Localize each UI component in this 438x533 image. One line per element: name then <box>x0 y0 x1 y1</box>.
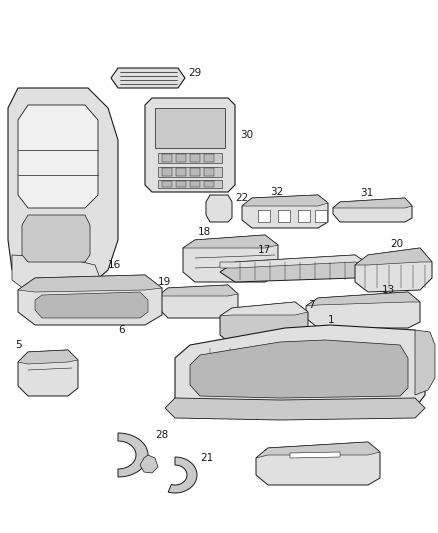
Text: 29: 29 <box>188 68 201 78</box>
Polygon shape <box>220 255 370 268</box>
Text: 31: 31 <box>360 188 373 198</box>
Polygon shape <box>165 398 425 420</box>
Circle shape <box>342 458 354 470</box>
Polygon shape <box>306 292 420 328</box>
Text: 6: 6 <box>118 325 125 335</box>
Polygon shape <box>18 275 162 325</box>
Polygon shape <box>140 455 158 473</box>
Polygon shape <box>242 195 328 228</box>
Circle shape <box>304 460 316 472</box>
Polygon shape <box>18 105 98 208</box>
Polygon shape <box>175 325 425 412</box>
Polygon shape <box>8 88 118 295</box>
Polygon shape <box>190 340 408 398</box>
Polygon shape <box>315 210 327 222</box>
Text: 30: 30 <box>240 130 253 140</box>
Circle shape <box>170 120 186 136</box>
Polygon shape <box>298 210 310 222</box>
Text: 28: 28 <box>155 430 168 440</box>
Polygon shape <box>278 210 290 222</box>
Polygon shape <box>333 198 412 222</box>
Circle shape <box>197 120 213 136</box>
Text: 17: 17 <box>258 245 271 255</box>
Polygon shape <box>190 154 200 162</box>
Polygon shape <box>220 302 308 316</box>
Circle shape <box>214 204 224 214</box>
Polygon shape <box>204 154 214 162</box>
Text: 1: 1 <box>328 315 335 325</box>
Polygon shape <box>306 292 420 306</box>
Polygon shape <box>111 68 185 88</box>
Text: 13: 13 <box>382 285 395 295</box>
Polygon shape <box>355 248 432 265</box>
Polygon shape <box>12 255 100 298</box>
Polygon shape <box>168 457 197 493</box>
Polygon shape <box>145 98 235 192</box>
Polygon shape <box>190 181 200 187</box>
Circle shape <box>343 306 353 318</box>
Polygon shape <box>158 167 222 177</box>
Polygon shape <box>190 168 200 176</box>
Circle shape <box>191 114 219 142</box>
Polygon shape <box>35 292 148 318</box>
Polygon shape <box>206 195 232 222</box>
Polygon shape <box>256 442 380 485</box>
Polygon shape <box>176 168 186 176</box>
Polygon shape <box>415 330 435 395</box>
Polygon shape <box>204 181 214 187</box>
Circle shape <box>272 461 284 473</box>
Polygon shape <box>162 154 172 162</box>
Polygon shape <box>256 442 380 458</box>
Polygon shape <box>18 350 78 396</box>
Text: 22: 22 <box>235 193 248 203</box>
Polygon shape <box>158 153 222 163</box>
Polygon shape <box>118 433 148 477</box>
Polygon shape <box>183 235 278 248</box>
Text: 32: 32 <box>270 187 283 197</box>
Polygon shape <box>22 215 90 262</box>
Polygon shape <box>155 108 225 148</box>
Polygon shape <box>242 195 328 206</box>
Text: 19: 19 <box>158 277 171 287</box>
Text: 21: 21 <box>200 453 213 463</box>
Polygon shape <box>355 248 432 292</box>
Circle shape <box>386 304 398 316</box>
Circle shape <box>164 114 192 142</box>
Circle shape <box>367 305 378 317</box>
Polygon shape <box>162 181 172 187</box>
Polygon shape <box>333 198 412 208</box>
Polygon shape <box>176 181 186 187</box>
Polygon shape <box>258 210 270 222</box>
Text: 7: 7 <box>308 300 314 310</box>
Polygon shape <box>158 285 238 296</box>
Polygon shape <box>18 275 162 292</box>
Polygon shape <box>158 180 222 188</box>
Polygon shape <box>18 350 78 364</box>
Polygon shape <box>220 302 308 345</box>
Text: 18: 18 <box>198 227 211 237</box>
Circle shape <box>319 308 331 319</box>
Text: 5: 5 <box>15 340 21 350</box>
Text: 20: 20 <box>390 239 403 249</box>
Polygon shape <box>158 285 238 318</box>
Polygon shape <box>162 168 172 176</box>
Polygon shape <box>204 168 214 176</box>
Polygon shape <box>220 255 370 282</box>
Polygon shape <box>183 235 278 282</box>
Polygon shape <box>290 452 340 458</box>
Text: 16: 16 <box>108 260 121 270</box>
Polygon shape <box>176 154 186 162</box>
